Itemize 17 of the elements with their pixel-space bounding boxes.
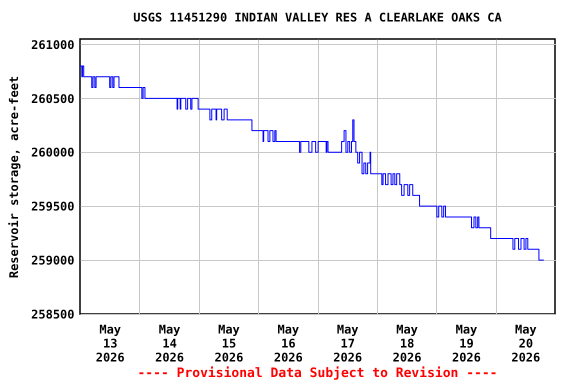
- x-tick-label: May 15 2026: [214, 322, 244, 364]
- y-tick-label: 260000: [31, 146, 74, 160]
- chart-title: USGS 11451290 INDIAN VALLEY RES A CLEARLAKE OAKS CA: [133, 10, 502, 24]
- y-tick-label: 259000: [31, 254, 74, 268]
- x-tick-label: May 19 2026: [452, 322, 481, 364]
- x-tick-label: May 13 2026: [96, 322, 125, 364]
- x-tick-label: May 16 2026: [274, 322, 303, 364]
- x-tick-label: May 18 2026: [392, 322, 422, 364]
- text: ---- Provisional Data Subject to Revision ----: [136, 366, 499, 381]
- y-tick-label: 260500: [31, 92, 74, 106]
- y-axis-title: Reservoir storage, acre-feet: [7, 76, 22, 278]
- y-tick-label: 261000: [31, 38, 74, 52]
- y-tick-label: 258500: [31, 308, 74, 322]
- x-tick-label: May 14 2026: [155, 322, 184, 364]
- y-tick-label: 259500: [31, 200, 74, 214]
- x-tick-label: May 17 2026: [333, 322, 362, 364]
- x-tick-label: May 20 2026: [511, 322, 540, 364]
